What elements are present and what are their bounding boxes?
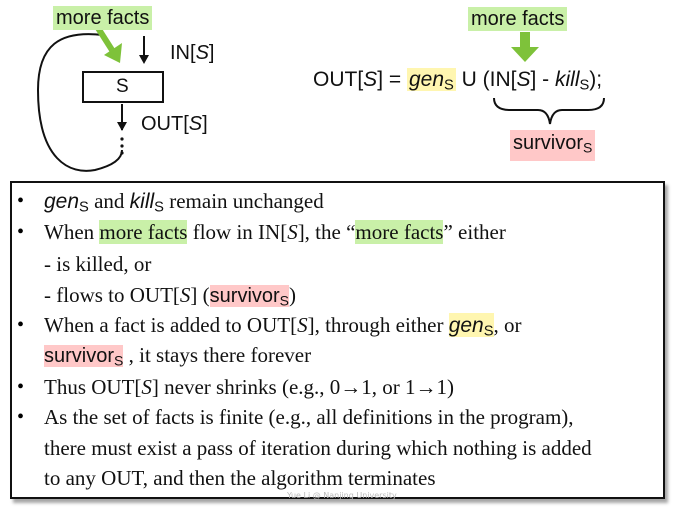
bullet-2-sub-flows: - flows to OUT[S] (survivorS) (44, 283, 297, 309)
watermark: Yue Li @ Nanjing University (287, 491, 397, 500)
bullet-marker: • (17, 221, 25, 243)
survivor-label: survivorS (510, 130, 596, 161)
in-s-label: IN[S] (170, 42, 215, 64)
dataflow-equation: OUT[S] = genS U (IN[S] - killS); (313, 68, 603, 94)
out-s-label: OUT[S] (141, 113, 208, 135)
feedback-loop-curve (36, 33, 123, 172)
survivor-brace (493, 97, 605, 125)
bullet-marker: • (17, 376, 25, 398)
bullet-5-line-2: there must exist a pass of iteration dur… (44, 436, 592, 460)
bullet-marker: • (17, 406, 25, 428)
bullet-5-line-1: As the set of facts is finite (e.g., all… (44, 405, 574, 429)
bullet-3-cont: survivorS , it stays there forever (44, 343, 312, 369)
bullet-5-line-3: to any OUT, and then the algorithm termi… (44, 466, 436, 490)
flow-diagram (36, 26, 164, 172)
bullet-1: genS and killS remain unchanged (44, 189, 324, 216)
statement-box (82, 71, 164, 103)
more-facts-label-right: more facts (468, 7, 568, 31)
green-arrow (95, 26, 115, 52)
bullet-3: When a fact is added to OUT[S], through … (44, 313, 522, 340)
statement-s-label: S (116, 76, 129, 97)
more-facts-label-left: more facts (53, 6, 153, 30)
bullet-2-sub-killed: - is killed, or (44, 252, 152, 276)
bullet-4: Thus OUT[S] never shrinks (e.g., 0→1, or… (44, 375, 455, 399)
bullet-marker: • (17, 314, 25, 336)
bullet-2: When more facts flow in IN[S], the “more… (44, 220, 506, 244)
green-down-arrow (511, 32, 539, 62)
bullet-marker: • (17, 190, 25, 212)
